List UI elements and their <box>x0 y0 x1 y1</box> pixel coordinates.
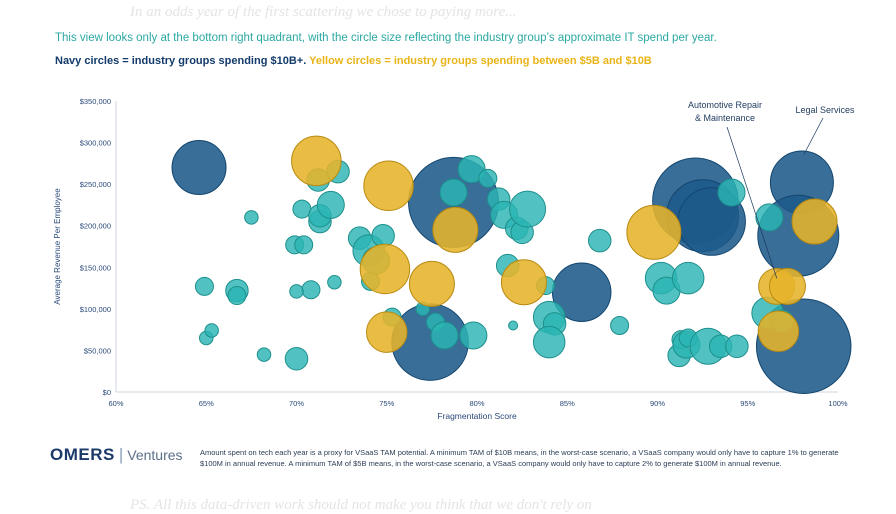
teal-bubble <box>671 261 705 295</box>
navy-bubble <box>551 262 612 322</box>
teal-bubble <box>439 178 468 207</box>
teal-bubble <box>284 346 309 371</box>
yellow-bubble <box>359 243 411 295</box>
y-tick-label: $100,000 <box>80 305 111 314</box>
x-tick-label: 65% <box>199 399 214 408</box>
teal-bubble <box>294 235 314 255</box>
teal-bubble <box>508 320 519 331</box>
yellow-bubble <box>500 259 547 306</box>
teal-bubble <box>457 155 486 184</box>
teal-bubble <box>532 325 566 359</box>
x-tick-label: 100% <box>828 399 848 408</box>
y-tick-label: $300,000 <box>80 139 111 148</box>
annotation-leader-line <box>803 117 824 155</box>
annotation-label: & Maintenance <box>695 113 755 123</box>
teal-bubble <box>610 315 630 335</box>
teal-bubble <box>478 168 498 188</box>
teal-bubble <box>256 347 272 362</box>
brand-sub: Ventures <box>127 447 183 463</box>
x-tick-label: 95% <box>740 399 755 408</box>
x-tick-label: 80% <box>469 399 484 408</box>
yellow-bubble <box>626 204 682 260</box>
teal-bubble <box>459 321 488 350</box>
teal-bubble <box>725 334 749 359</box>
teal-bubble <box>244 210 259 225</box>
teal-bubble <box>587 228 612 253</box>
teal-bubble <box>301 280 321 300</box>
chart-bubbles <box>171 135 852 395</box>
teal-bubble <box>292 199 312 219</box>
y-tick-label: $200,000 <box>80 222 111 231</box>
omers-ventures-logo: OMERS | Ventures <box>50 445 183 465</box>
navy-bubble <box>171 140 227 196</box>
teal-bubble <box>717 178 746 207</box>
brand-separator: | <box>118 445 124 464</box>
y-tick-label: $50,000 <box>84 346 111 355</box>
chart-intro-text: This view looks only at the bottom right… <box>55 32 717 44</box>
teal-bubble <box>430 321 459 350</box>
teal-bubble <box>509 190 547 228</box>
x-tick-label: 60% <box>108 399 123 408</box>
yellow-bubble <box>366 311 408 353</box>
background-text-bottom: PS. All this data-driven work should not… <box>130 497 592 513</box>
teal-bubble <box>204 323 219 338</box>
background-text-top: In an odds year of the first scattering … <box>130 4 517 20</box>
yellow-bubble <box>768 267 806 305</box>
y-tick-label: $250,000 <box>80 180 111 189</box>
teal-bubble <box>227 286 247 306</box>
yellow-bubble <box>757 310 800 353</box>
teal-bubble <box>371 223 395 248</box>
footnote: Amount spent on tech each year is a prox… <box>200 448 839 468</box>
x-axis-title: Fragmentation Score <box>437 411 517 421</box>
x-tick-label: 70% <box>289 399 304 408</box>
x-tick-label: 75% <box>379 399 394 408</box>
y-tick-label: $350,000 <box>80 97 111 106</box>
teal-bubble <box>327 275 342 290</box>
teal-bubble <box>755 203 784 232</box>
annotation-label: Legal Services <box>795 105 855 115</box>
yellow-bubble <box>291 135 342 187</box>
annotation-label: Automotive Repair <box>688 100 762 110</box>
chart-annotations: Automotive Repair & Maintenance Legal Serv… <box>688 100 855 279</box>
teal-bubble <box>316 190 345 219</box>
yellow-bubble <box>408 260 455 307</box>
y-tick-label: $150,000 <box>80 263 111 272</box>
legend-line: Navy circles = industry groups spending … <box>55 55 652 67</box>
chart-axes: $0 $50,000 $100,000 $150,000 $200,000 $250,00… <box>53 97 848 421</box>
y-tick-label: $0 <box>103 388 111 397</box>
annotation-leader-line <box>726 126 778 279</box>
yellow-bubble <box>791 198 838 245</box>
yellow-bubble <box>363 160 414 212</box>
x-tick-label: 90% <box>650 399 665 408</box>
x-tick-label: 85% <box>560 399 575 408</box>
legend-yellow-text: Yellow circles = industry groups spendin… <box>309 55 652 67</box>
legend-navy-text: Navy circles = industry groups spending … <box>55 55 307 67</box>
brand-name: OMERS <box>50 445 115 464</box>
yellow-bubble <box>432 206 479 253</box>
y-axis-title: Average Revenue Per Employee <box>53 188 62 305</box>
teal-bubble <box>194 276 214 296</box>
teal-bubble <box>289 284 304 299</box>
